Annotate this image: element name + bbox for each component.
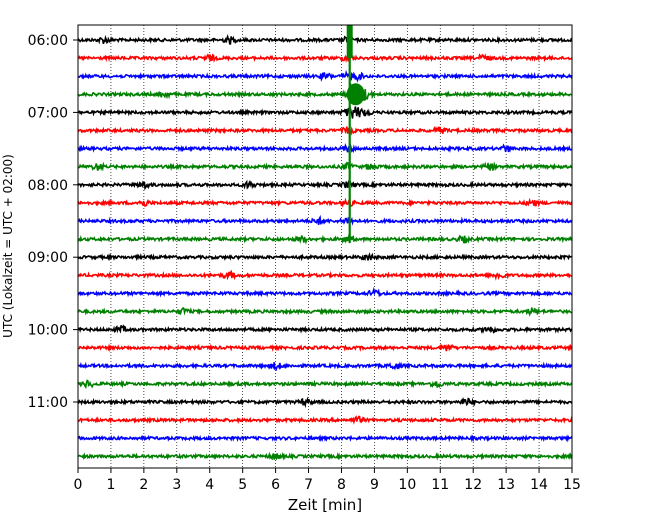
y-tick-label: 07:00 <box>28 105 68 121</box>
trace-1100 <box>77 396 573 409</box>
trace-0715 <box>77 125 573 136</box>
x-tick-label: 5 <box>238 477 247 493</box>
trace-0630 <box>77 69 573 83</box>
x-tick-label: 10 <box>398 477 416 493</box>
minute-grid <box>110 25 540 468</box>
x-tick-label: 1 <box>106 477 115 493</box>
x-tick-label: 2 <box>139 477 148 493</box>
plot-frame <box>77 24 573 469</box>
x-axis-ticks: 0 1 2 3 4 5 6 7 8 9 10 11 12 13 14 15 <box>74 468 581 493</box>
y-axis-title: UTC (Lokalzeit = UTC + 02:00) <box>1 154 15 338</box>
trace-0800 <box>77 178 573 191</box>
trace-0600 <box>77 34 573 45</box>
trace-0645 <box>77 83 573 104</box>
trace-0730 <box>77 142 573 154</box>
x-tick-label: 13 <box>497 477 515 493</box>
x-tick-label: 15 <box>563 477 581 493</box>
trace-0815 <box>77 197 573 208</box>
trace-0745 <box>77 161 573 172</box>
trace-0830 <box>77 214 573 226</box>
x-tick-label: 7 <box>304 477 313 493</box>
y-tick-label: 08:00 <box>28 178 68 194</box>
trace-0700 <box>77 105 573 119</box>
y-tick-label: 09:00 <box>28 250 68 266</box>
x-tick-label: 3 <box>172 477 181 493</box>
x-tick-label: 11 <box>431 477 449 493</box>
y-tick-label: 06:00 <box>28 33 68 49</box>
y-tick-label: 11:00 <box>28 395 68 411</box>
trace-0845 <box>77 233 573 245</box>
earthquake-event <box>346 25 365 244</box>
x-tick-label: 14 <box>530 477 548 493</box>
trace-lines <box>77 34 573 461</box>
trace-0615 <box>77 53 573 64</box>
trace-0945 <box>77 306 573 317</box>
x-tick-label: 12 <box>464 477 482 493</box>
trace-1000 <box>77 324 573 334</box>
y-axis-ticks: 06:00 07:00 08:00 09:00 10:00 11:00 <box>28 33 78 411</box>
trace-1030 <box>77 361 573 372</box>
x-tick-label: 9 <box>370 477 379 493</box>
y-tick-label: 10:00 <box>28 323 68 339</box>
x-axis-title: Zeit [min] <box>288 496 362 514</box>
trace-0930 <box>77 286 573 298</box>
trace-1130 <box>77 434 573 443</box>
x-tick-label: 4 <box>205 477 214 493</box>
trace-1045 <box>77 379 573 389</box>
trace-1015 <box>77 343 573 353</box>
trace-0900 <box>77 252 573 262</box>
x-tick-label: 6 <box>271 477 280 493</box>
trace-1115 <box>77 415 573 425</box>
event-burst <box>346 83 365 106</box>
x-tick-label: 0 <box>74 477 83 493</box>
event-spike-core <box>346 25 353 59</box>
x-tick-label: 8 <box>337 477 346 493</box>
trace-0915 <box>77 269 573 281</box>
trace-1145 <box>77 451 573 461</box>
